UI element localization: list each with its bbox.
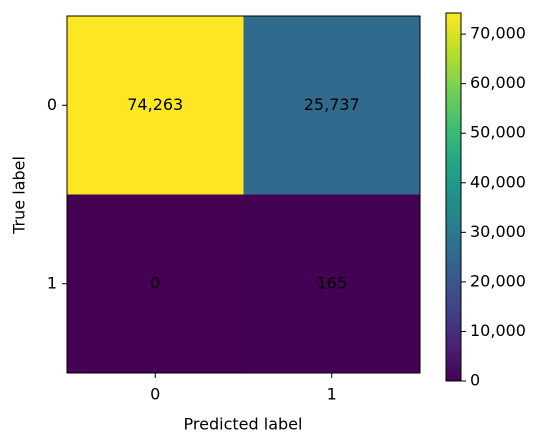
colorbar-tick-label: 20,000 — [470, 271, 526, 290]
y-tick-label: 0 — [47, 95, 57, 114]
heatmap-frame — [66, 15, 421, 374]
colorbar-tick-label: 50,000 — [470, 123, 526, 142]
colorbar-tick-label: 0 — [470, 371, 480, 390]
y-tick-label: 1 — [47, 273, 57, 292]
colorbar-tick-label: 10,000 — [470, 321, 526, 340]
y-axis-label: True label — [10, 156, 29, 235]
colorbar-tick-label: 60,000 — [470, 73, 526, 92]
cell-value-label: 74,263 — [127, 95, 183, 114]
heatmap-cell — [243, 194, 420, 373]
heatmap-cell — [243, 16, 420, 195]
cell-value-label: 0 — [150, 273, 160, 292]
cell-value-label: 165 — [316, 273, 347, 292]
colorbar-tick-label: 70,000 — [470, 24, 526, 43]
heatmap-cell — [67, 194, 244, 373]
x-tick-label: 0 — [150, 385, 160, 404]
cell-value-label: 25,737 — [304, 95, 360, 114]
x-tick-label: 1 — [327, 385, 337, 404]
colorbar-tick-label: 40,000 — [470, 172, 526, 191]
colorbar — [445, 12, 462, 382]
x-axis-label: Predicted label — [184, 415, 303, 434]
colorbar-tick-label: 30,000 — [470, 222, 526, 241]
heatmap-cell — [67, 16, 244, 195]
